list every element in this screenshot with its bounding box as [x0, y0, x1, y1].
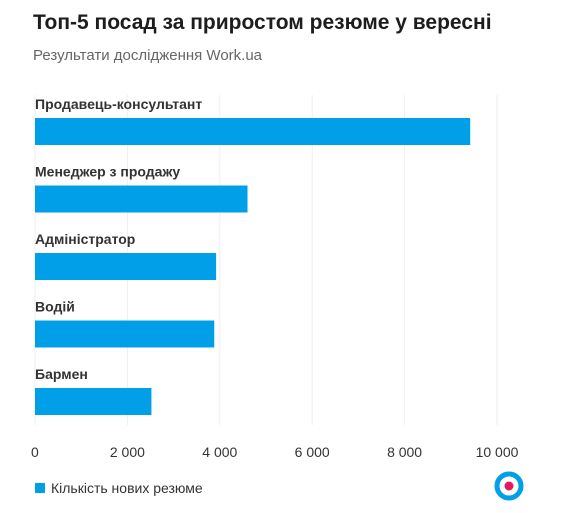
x-tick-label: 6 000: [295, 444, 330, 460]
chart-subtitle: Результати дослідження Work.ua: [33, 47, 263, 64]
legend-swatch: [35, 483, 45, 493]
category-label: Адміністратор: [35, 231, 135, 247]
legend: Кількість нових резюме: [35, 480, 203, 496]
x-tick-label: 4 000: [202, 444, 237, 460]
bar: [35, 388, 152, 415]
x-tick-label: 0: [31, 444, 39, 460]
legend-label: Кількість нових резюме: [51, 480, 203, 496]
bar: [35, 185, 248, 213]
x-axis-ticks: 0 2 000 4 000 6 000 8 000 10 000: [31, 444, 519, 460]
category-label: Водій: [35, 299, 75, 315]
x-tick-label: 8 000: [387, 444, 422, 460]
bar: [35, 253, 217, 280]
bar: [35, 320, 215, 348]
x-tick-label: 2 000: [110, 444, 145, 460]
chart-title: Топ-5 посад за приростом резюме у вересн…: [33, 11, 492, 34]
category-label: Бармен: [35, 366, 88, 382]
category-label: Продавець-консультант: [35, 96, 202, 112]
category-label: Менеджер з продажу: [35, 164, 180, 180]
bar: [35, 118, 471, 145]
bars: [35, 118, 471, 415]
category-labels: Продавець-консультант Менеджер з продажу А…: [35, 96, 202, 382]
x-tick-label: 10 000: [476, 444, 519, 460]
work-ua-logo-icon: [494, 471, 524, 501]
